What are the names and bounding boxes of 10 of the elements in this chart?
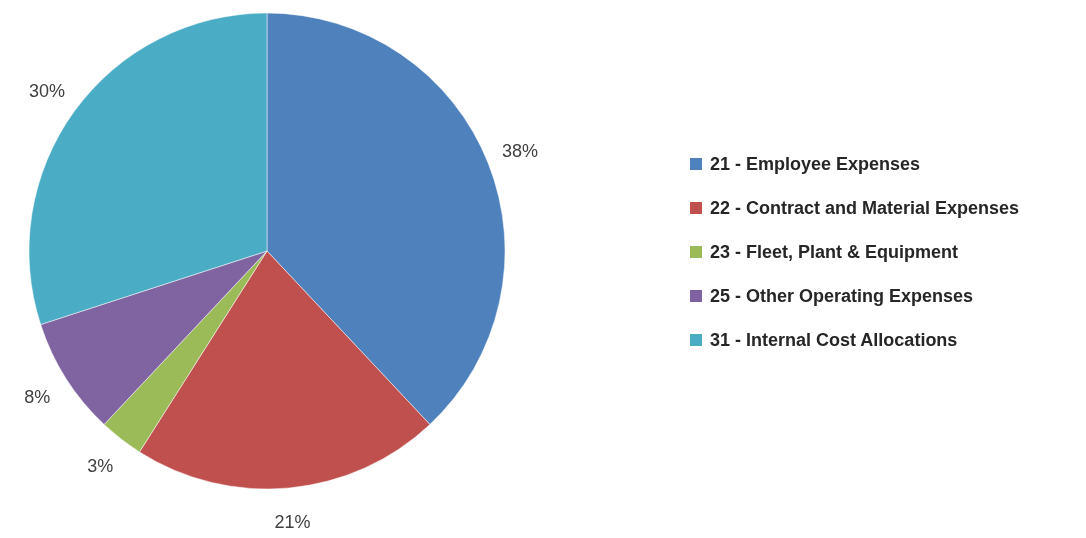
data-label: 21% (274, 511, 311, 532)
legend-label: 23 - Fleet, Plant & Equipment (710, 242, 959, 262)
data-label: 38% (501, 140, 538, 161)
legend-label: 25 - Other Operating Expenses (710, 286, 974, 306)
legend-label: 21 - Employee Expenses (710, 154, 921, 174)
data-label: 3% (87, 455, 114, 476)
legend-label: 22 - Contract and Material Expenses (710, 198, 1020, 218)
legend-label: 31 - Internal Cost Allocations (710, 330, 958, 350)
data-label: 8% (24, 386, 51, 407)
data-label: 30% (28, 81, 65, 102)
